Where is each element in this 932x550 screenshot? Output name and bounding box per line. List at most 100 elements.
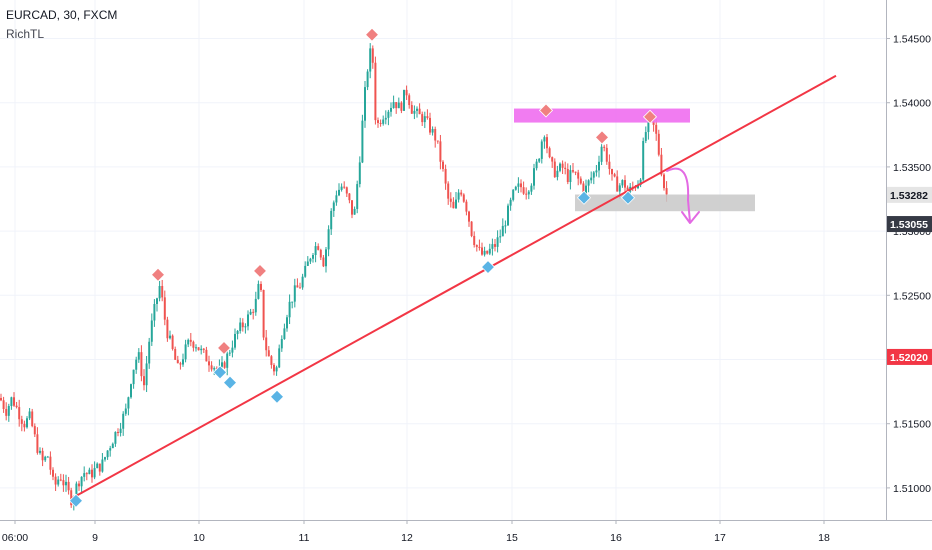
candle-bullish xyxy=(234,333,236,348)
candle-bearish xyxy=(179,363,182,365)
candle-bullish xyxy=(364,87,366,121)
candle-bearish xyxy=(85,473,88,475)
candle-bearish xyxy=(241,322,244,328)
candle-bullish xyxy=(145,363,148,386)
candle-bearish xyxy=(574,171,577,173)
time-tick-label: 06:00 xyxy=(2,532,28,544)
candle-bullish xyxy=(10,397,13,407)
candle-bullish xyxy=(114,431,117,444)
candle-bearish xyxy=(348,193,351,201)
plot-area xyxy=(0,0,886,520)
price-badge-label: 1.52020 xyxy=(890,352,928,364)
candle-bearish xyxy=(525,193,528,195)
candle-bullish xyxy=(491,244,494,249)
candle-bearish xyxy=(52,469,54,477)
candle-bullish xyxy=(124,408,127,414)
candle-bullish xyxy=(314,246,317,255)
candle-bullish xyxy=(509,199,512,206)
candle-bullish xyxy=(182,359,184,365)
candle-bearish xyxy=(345,187,348,194)
candle-bullish xyxy=(507,205,509,226)
candle-bullish xyxy=(530,185,533,192)
candle-bullish xyxy=(148,341,151,364)
price-badge xyxy=(887,186,932,203)
candle-bearish xyxy=(98,463,101,472)
candle-bullish xyxy=(335,195,338,203)
candle-bearish xyxy=(520,183,522,188)
candle-bullish xyxy=(504,225,507,227)
candle-bullish xyxy=(592,172,595,178)
candle-bearish xyxy=(377,120,379,123)
candle-bullish xyxy=(647,115,650,133)
candle-bearish xyxy=(161,286,164,298)
pivot-low-marker xyxy=(222,375,238,390)
price-tick-label: 1.54500 xyxy=(893,34,931,46)
candle-bullish xyxy=(590,177,593,181)
price-tick-label: 1.51000 xyxy=(893,483,931,495)
candle-bullish xyxy=(361,120,364,163)
candle-bearish xyxy=(442,161,444,169)
time-tick-label: 9 xyxy=(92,532,98,544)
candle-bearish xyxy=(449,198,452,202)
candle-bearish xyxy=(374,62,377,121)
projection-arrow xyxy=(666,167,691,223)
candle-bearish xyxy=(49,456,52,470)
candle-bullish xyxy=(119,428,122,434)
candle-bullish xyxy=(283,328,286,340)
candle-bearish xyxy=(70,490,73,506)
candle-bullish xyxy=(639,179,642,186)
candle-bullish xyxy=(618,185,621,192)
pivot-high-marker xyxy=(538,103,554,118)
candle-bearish xyxy=(33,426,36,435)
candle-bearish xyxy=(317,246,320,250)
candle-bullish xyxy=(75,483,78,499)
indicator-label[interactable]: RichTL xyxy=(6,27,45,41)
candle-bullish xyxy=(293,285,296,302)
candle-bullish xyxy=(249,311,252,315)
candle-bearish xyxy=(31,411,34,427)
time-tick-label: 15 xyxy=(506,532,518,544)
time-tick-label: 17 xyxy=(714,532,726,544)
candle-bearish xyxy=(67,481,70,491)
candle-bearish xyxy=(418,108,421,115)
candle-bearish xyxy=(577,172,580,179)
candle-bearish xyxy=(608,161,611,170)
candle-bullish xyxy=(358,162,361,185)
candle-bearish xyxy=(494,244,496,247)
candle-bearish xyxy=(262,290,265,338)
candle-bearish xyxy=(470,221,473,236)
candle-bearish xyxy=(208,361,210,366)
pivot-high-marker xyxy=(252,263,268,278)
candle-bearish xyxy=(447,183,450,199)
price-badge-label: 1.53282 xyxy=(890,190,928,202)
symbol-title[interactable]: EURCAD, 30, FXCM xyxy=(6,8,118,22)
candle-bullish xyxy=(587,180,590,186)
candle-bearish xyxy=(163,297,166,320)
candle-bearish xyxy=(78,483,80,487)
candle-bullish xyxy=(501,225,504,237)
candle-bearish xyxy=(481,247,483,255)
candles xyxy=(0,43,668,511)
candle-bearish xyxy=(15,405,18,408)
candle-bearish xyxy=(273,364,275,372)
candle-bearish xyxy=(252,311,255,313)
candle-bearish xyxy=(197,347,200,351)
candle-bearish xyxy=(426,116,429,118)
candle-bullish xyxy=(57,479,60,485)
candle-bullish xyxy=(517,183,520,187)
candle-bearish xyxy=(296,285,299,288)
candle-bearish xyxy=(421,114,424,123)
candle-bearish xyxy=(444,168,447,184)
candle-bullish xyxy=(221,362,223,367)
candle-bullish xyxy=(527,191,530,195)
candle-bullish xyxy=(88,469,91,475)
candle-bullish xyxy=(455,199,457,209)
candle-bearish xyxy=(486,250,489,254)
candle-bullish xyxy=(499,236,502,238)
candle-bullish xyxy=(600,146,603,162)
candle-bullish xyxy=(338,189,340,196)
candle-bullish xyxy=(65,481,67,486)
candle-bullish xyxy=(26,418,28,428)
candle-bullish xyxy=(137,352,140,360)
